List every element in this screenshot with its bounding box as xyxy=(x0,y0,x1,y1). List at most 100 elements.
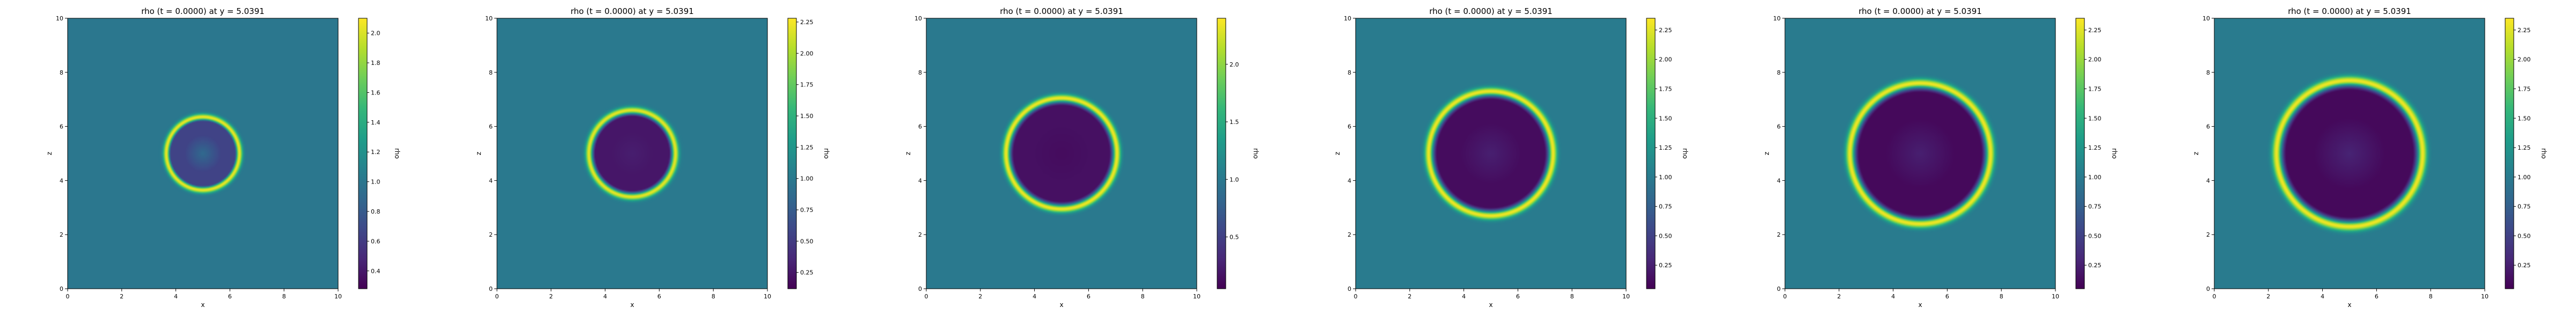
y-tick-label: 4 xyxy=(918,177,922,184)
x-tick-label: 10 xyxy=(334,293,342,300)
colorbar-tick-label: 2.00 xyxy=(1659,56,1672,63)
y-tick-label: 10 xyxy=(914,15,922,22)
colorbar-label: rho xyxy=(1252,148,1260,159)
colorbar-tick-label: 2.25 xyxy=(800,19,814,26)
x-tick-label: 10 xyxy=(764,293,771,300)
colorbar-tick-label: 0.75 xyxy=(2518,203,2531,210)
y-tick-label: 0 xyxy=(1348,286,1351,292)
y-tick-label: 8 xyxy=(60,69,63,76)
y-tick-label: 8 xyxy=(2206,69,2210,76)
y-tick-label: 10 xyxy=(485,15,493,22)
x-tick-label: 8 xyxy=(2429,293,2433,300)
colorbar-label: rho xyxy=(2540,148,2548,159)
colorbar-tick-label: 2.00 xyxy=(800,50,814,57)
colorbar-tick-label: 0.25 xyxy=(2088,262,2102,269)
x-tick-label: 8 xyxy=(1141,293,1145,300)
panel-title: rho (t = 0.0000) at y = 5.0391 xyxy=(570,6,694,16)
colorbar-tick-label: 0.25 xyxy=(800,269,814,276)
x-axis-label: x xyxy=(630,301,634,309)
colorbar-tick-label: 2.00 xyxy=(2088,56,2102,63)
x-tick-label: 8 xyxy=(712,293,715,300)
panel-title: rho (t = 0.0000) at y = 5.0391 xyxy=(1858,6,1982,16)
x-tick-label: 2 xyxy=(1408,293,1411,300)
axes-frame xyxy=(1784,18,2056,289)
density-heatmap xyxy=(2214,18,2485,289)
colorbar-tick-label: 1.75 xyxy=(800,82,814,89)
x-tick-label: 4 xyxy=(1033,293,1036,300)
x-tick-label: 10 xyxy=(2052,293,2059,300)
x-tick-label: 2 xyxy=(2266,293,2270,300)
x-tick-label: 2 xyxy=(1837,293,1841,300)
colorbar-tick-label: 2.00 xyxy=(2518,56,2531,63)
y-tick-label: 0 xyxy=(1777,286,1781,292)
panel-title: rho (t = 0.0000) at y = 5.0391 xyxy=(1429,6,1553,16)
y-tick-label: 2 xyxy=(60,231,63,238)
y-axis-label: z xyxy=(904,152,912,155)
axes-frame xyxy=(67,18,339,289)
y-tick-label: 4 xyxy=(60,177,63,184)
y-tick-label: 2 xyxy=(918,231,922,238)
y-tick-label: 8 xyxy=(918,69,922,76)
x-tick-label: 4 xyxy=(1462,293,1466,300)
panel-title: rho (t = 0.0000) at y = 5.0391 xyxy=(141,6,265,16)
colorbar-tick-label: 1.5 xyxy=(1230,119,1239,126)
y-tick-label: 10 xyxy=(1344,15,1351,22)
y-tick-label: 6 xyxy=(2206,123,2210,130)
y-tick-label: 0 xyxy=(489,286,493,292)
panel-5: rho (t = 0.0000) at y = 5.0391 0 2 4 6 8 10 0 2 4… xyxy=(1763,6,2118,309)
colorbar-tick-label: 0.50 xyxy=(2518,232,2531,239)
x-tick-label: 2 xyxy=(978,293,982,300)
colorbar-tick-label: 1.0 xyxy=(1230,176,1239,183)
colorbar-tick-label: 0.50 xyxy=(800,238,814,245)
y-tick-label: 4 xyxy=(1348,177,1351,184)
y-tick-label: 8 xyxy=(1777,69,1781,76)
colorbar-tick-label: 2.0 xyxy=(1230,61,1239,68)
x-tick-label: 0 xyxy=(1783,293,1787,300)
colorbar-label: rho xyxy=(393,148,401,159)
y-tick-label: 0 xyxy=(60,286,63,292)
x-tick-label: 4 xyxy=(2321,293,2324,300)
colorbar-tick-label: 1.6 xyxy=(371,89,380,96)
colorbar-tick-label: 1.2 xyxy=(371,149,380,156)
colorbar-label: rho xyxy=(823,148,830,159)
y-tick-label: 6 xyxy=(1348,123,1351,130)
colorbar-tick-label: 1.25 xyxy=(2518,144,2531,151)
colorbar-tick-label: 0.75 xyxy=(2088,203,2102,210)
x-axis-label: x xyxy=(1918,301,1922,309)
x-axis-label: x xyxy=(2347,301,2351,309)
y-axis-label: z xyxy=(2192,152,2200,155)
y-tick-label: 4 xyxy=(1777,177,1781,184)
x-tick-label: 2 xyxy=(120,293,123,300)
colorbar-tick-label: 0.50 xyxy=(2088,232,2102,239)
colorbar-tick-label: 1.00 xyxy=(2088,174,2102,181)
panel-title: rho (t = 0.0000) at y = 5.0391 xyxy=(1000,6,1123,16)
colorbar-tick-label: 1.50 xyxy=(2088,115,2102,122)
x-tick-label: 4 xyxy=(1891,293,1895,300)
y-tick-label: 4 xyxy=(489,177,493,184)
x-tick-label: 10 xyxy=(2481,293,2489,300)
x-tick-label: 0 xyxy=(1354,293,1358,300)
x-tick-label: 0 xyxy=(2213,293,2216,300)
colorbar xyxy=(1646,18,1656,289)
x-tick-label: 2 xyxy=(549,293,553,300)
x-tick-label: 0 xyxy=(925,293,928,300)
y-axis-label: z xyxy=(1334,152,1341,155)
colorbar xyxy=(2075,18,2085,289)
colorbar-tick-label: 1.25 xyxy=(1659,144,1672,151)
colorbar-tick-label: 1.25 xyxy=(2088,144,2102,151)
x-tick-label: 6 xyxy=(2375,293,2379,300)
colorbar-tick-label: 1.8 xyxy=(371,60,380,67)
x-tick-label: 8 xyxy=(1570,293,1574,300)
y-tick-label: 6 xyxy=(489,123,493,130)
y-tick-label: 2 xyxy=(1777,231,1781,238)
colorbar-tick-label: 1.25 xyxy=(800,144,814,151)
x-tick-label: 6 xyxy=(657,293,661,300)
y-tick-label: 2 xyxy=(1348,231,1351,238)
panel-3: rho (t = 0.0000) at y = 5.0391 0 2 4 6 8 10 0 2 4… xyxy=(904,6,1260,309)
panel-title: rho (t = 0.0000) at y = 5.0391 xyxy=(2288,6,2411,16)
colorbar-tick-label: 2.25 xyxy=(2518,27,2531,34)
colorbar-tick-label: 1.50 xyxy=(2518,115,2531,122)
colorbar-tick-label: 0.6 xyxy=(371,238,380,245)
y-tick-label: 8 xyxy=(1348,69,1351,76)
density-heatmap xyxy=(1356,18,1626,289)
